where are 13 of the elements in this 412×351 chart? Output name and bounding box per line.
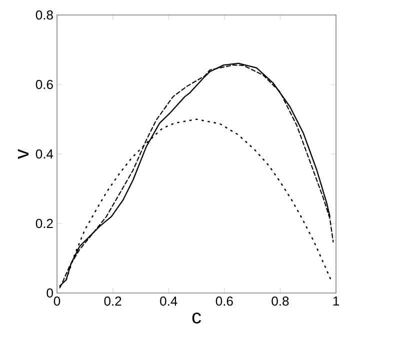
y-tick-label: 0 (46, 288, 53, 298)
y-tick-label: 0.4 (36, 149, 54, 159)
x-tick-label: 0.2 (104, 296, 122, 306)
x-tick-label: 0 (54, 296, 60, 306)
x-tick-label: 0.6 (216, 296, 233, 306)
x-tick-label: 1 (333, 296, 339, 306)
y-axis-title: v (18, 149, 29, 159)
x-tick-label: 0.8 (272, 296, 289, 306)
x-axis-title: c (192, 312, 201, 324)
y-tick-label: 0.8 (36, 10, 53, 20)
x-tick-label: 0.4 (160, 296, 178, 306)
y-tick-label: 0.2 (36, 218, 53, 228)
y-tick-label: 0.6 (36, 80, 53, 90)
